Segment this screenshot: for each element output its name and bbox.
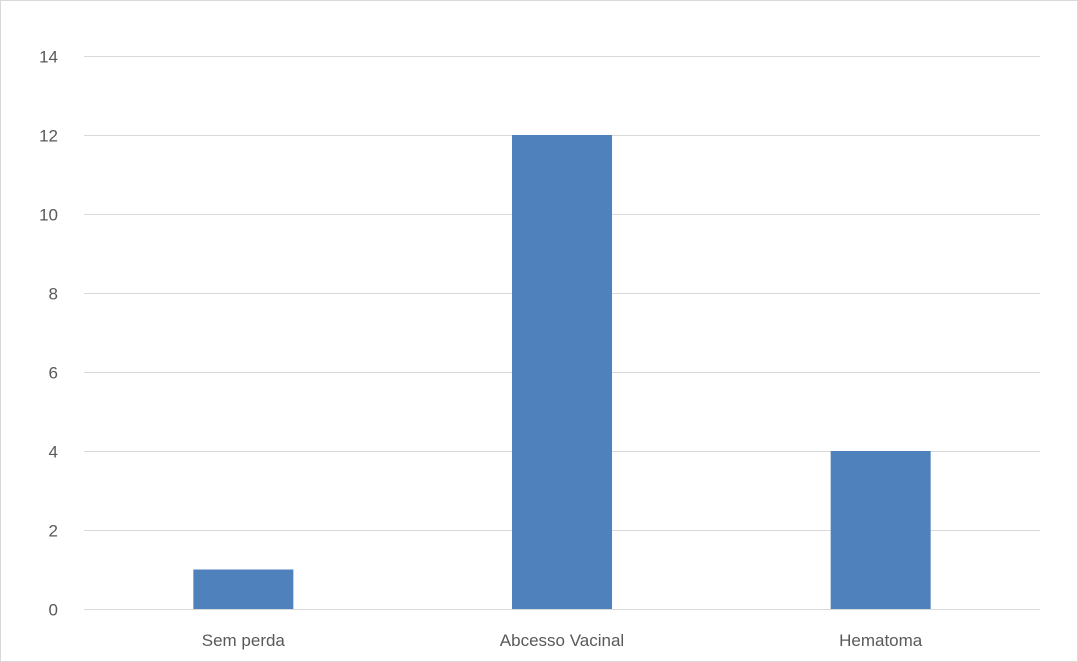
x-axis-ticks: Sem perda Abcesso Vacinal Hematoma bbox=[202, 631, 923, 650]
y-tick-label: 12 bbox=[39, 127, 58, 146]
bars bbox=[193, 135, 931, 609]
y-tick-label: 2 bbox=[49, 522, 58, 541]
y-tick-label: 0 bbox=[49, 601, 58, 620]
x-tick-label: Hematoma bbox=[839, 631, 923, 650]
bar-0 bbox=[193, 569, 294, 609]
y-tick-label: 6 bbox=[49, 364, 58, 383]
y-tick-label: 4 bbox=[49, 443, 58, 462]
x-tick-label: Sem perda bbox=[202, 631, 286, 650]
y-axis-ticks: 0 2 4 6 8 10 12 14 bbox=[39, 48, 58, 620]
x-tick-label: Abcesso Vacinal bbox=[500, 631, 624, 650]
y-tick-label: 10 bbox=[39, 206, 58, 225]
bar-2 bbox=[830, 451, 931, 609]
y-tick-label: 14 bbox=[39, 48, 58, 67]
y-tick-label: 8 bbox=[49, 285, 58, 304]
bar-1 bbox=[512, 135, 612, 609]
